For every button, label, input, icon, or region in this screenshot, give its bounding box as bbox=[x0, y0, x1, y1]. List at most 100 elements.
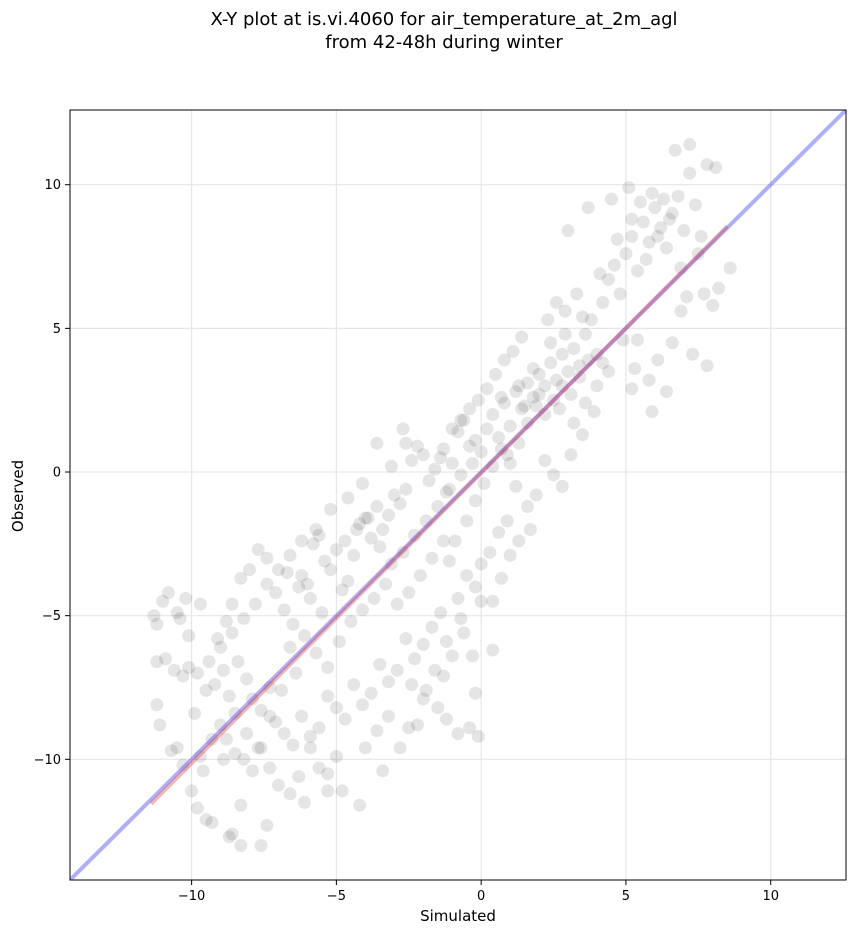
data-point bbox=[437, 442, 451, 456]
data-point bbox=[465, 649, 479, 663]
data-point bbox=[419, 514, 433, 528]
data-point bbox=[457, 413, 471, 427]
data-point bbox=[286, 617, 300, 631]
data-point bbox=[428, 462, 442, 476]
data-point bbox=[549, 296, 563, 309]
data-point bbox=[454, 612, 468, 626]
data-point bbox=[706, 298, 720, 312]
data-point bbox=[390, 663, 404, 677]
data-point bbox=[303, 741, 317, 755]
data-point bbox=[486, 643, 500, 657]
data-point bbox=[190, 666, 204, 680]
data-point bbox=[382, 508, 396, 522]
data-point bbox=[269, 586, 283, 600]
data-point bbox=[439, 485, 453, 499]
data-point bbox=[353, 517, 367, 531]
y-axis-label: Observed bbox=[9, 460, 27, 532]
data-point bbox=[451, 425, 465, 439]
data-point bbox=[228, 706, 242, 720]
data-point bbox=[474, 445, 488, 459]
data-point bbox=[150, 617, 164, 631]
data-point bbox=[353, 798, 367, 812]
data-point bbox=[225, 626, 239, 640]
data-point bbox=[214, 640, 228, 654]
data-point bbox=[483, 545, 497, 559]
data-point bbox=[712, 281, 726, 295]
data-point bbox=[480, 422, 494, 436]
data-point bbox=[538, 408, 552, 422]
data-point bbox=[662, 212, 676, 226]
data-point bbox=[665, 206, 679, 220]
data-point bbox=[271, 778, 285, 792]
data-point bbox=[434, 606, 448, 620]
data-point bbox=[396, 545, 410, 559]
data-point bbox=[321, 689, 335, 703]
data-point bbox=[468, 433, 482, 447]
data-point bbox=[289, 666, 303, 680]
data-point bbox=[260, 577, 274, 591]
data-point bbox=[520, 376, 534, 390]
data-point bbox=[393, 497, 407, 511]
data-point bbox=[578, 396, 592, 410]
data-point bbox=[188, 706, 202, 720]
data-point bbox=[408, 652, 422, 666]
data-point bbox=[393, 741, 407, 755]
data-point bbox=[164, 744, 178, 758]
data-point bbox=[549, 373, 563, 387]
data-point bbox=[283, 787, 297, 801]
data-point bbox=[520, 499, 534, 513]
data-point bbox=[593, 267, 607, 281]
data-point bbox=[410, 718, 424, 732]
data-point bbox=[182, 629, 196, 643]
data-point bbox=[225, 827, 239, 841]
data-point bbox=[254, 703, 268, 717]
data-point bbox=[240, 726, 254, 740]
data-point bbox=[243, 563, 257, 577]
data-point bbox=[199, 683, 213, 697]
data-point bbox=[709, 160, 723, 174]
data-point bbox=[405, 678, 419, 692]
data-point bbox=[335, 583, 349, 597]
data-point bbox=[645, 186, 659, 200]
data-point bbox=[596, 296, 610, 309]
data-point bbox=[445, 649, 459, 663]
data-point bbox=[431, 499, 445, 513]
data-point bbox=[355, 603, 369, 617]
data-point bbox=[416, 448, 430, 462]
data-point bbox=[416, 692, 430, 706]
data-point bbox=[492, 525, 506, 539]
data-point bbox=[532, 367, 546, 381]
data-point bbox=[567, 416, 581, 430]
data-point bbox=[471, 393, 485, 407]
data-point bbox=[402, 586, 416, 600]
data-point bbox=[625, 229, 639, 243]
data-point bbox=[515, 330, 529, 344]
data-point bbox=[442, 554, 456, 568]
data-point bbox=[570, 287, 584, 301]
data-point bbox=[674, 304, 688, 318]
data-point bbox=[457, 626, 471, 640]
data-point bbox=[512, 379, 526, 393]
data-point bbox=[150, 698, 164, 712]
y-axis: −10 −5 0 5 10 bbox=[34, 178, 70, 768]
data-point bbox=[604, 192, 618, 206]
data-point bbox=[176, 758, 190, 772]
data-point bbox=[544, 336, 558, 350]
data-point bbox=[159, 652, 173, 666]
data-point bbox=[303, 591, 317, 605]
plot-frame bbox=[69, 109, 847, 881]
data-point bbox=[367, 591, 381, 605]
data-point bbox=[384, 557, 398, 571]
data-point bbox=[170, 741, 184, 755]
grid bbox=[70, 110, 846, 880]
data-point bbox=[587, 405, 601, 419]
data-point bbox=[370, 724, 384, 738]
data-point bbox=[538, 454, 552, 468]
data-point bbox=[547, 468, 561, 482]
data-point bbox=[700, 158, 714, 172]
data-point bbox=[167, 663, 181, 677]
data-point bbox=[205, 732, 219, 746]
data-point bbox=[182, 660, 196, 674]
data-point bbox=[277, 603, 291, 617]
